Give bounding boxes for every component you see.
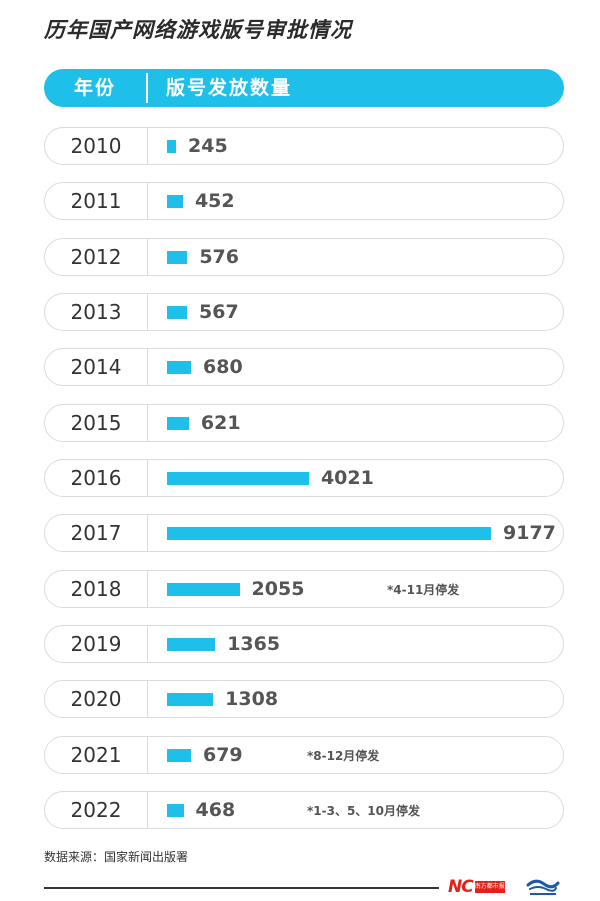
bar [167,803,184,817]
data-label: 567 [199,300,239,323]
row-divider [147,625,148,662]
row-divider [147,681,148,718]
year-label: 2020 [70,687,122,712]
bar-row-2014: 2014 680 [44,348,564,387]
data-label: 679 [202,743,243,766]
data-label: 1308 [225,688,279,711]
nc-logo-text: NC [448,877,474,897]
year-label: 2017 [70,521,122,546]
header-year-label: 年份 [73,77,116,99]
bar-row-2016: 2016 4021 [44,458,564,497]
row-divider [147,349,148,386]
bar [167,361,191,375]
row-divider [147,570,148,607]
bar-row-2010: 2010 245 [44,127,564,165]
data-label: 1365 [227,632,281,655]
year-label: 2013 [70,299,122,324]
data-label: 245 [188,135,228,157]
bar-row-2019: 2019 1365 [44,624,564,663]
year-label: 2019 [70,631,122,656]
bar-row-2013: 2013 567 [44,292,564,331]
row-divider [147,183,148,220]
wave-logo-icon [526,879,560,895]
bar-row-2022: 2022 468 *1-3、5、10月停发 [44,790,564,829]
year-label: 2010 [70,134,122,158]
year-label: 2011 [70,189,122,214]
bar [167,195,183,209]
bar [167,305,188,319]
bar [167,471,309,485]
data-source: 数据来源：国家新闻出版署 [44,850,189,864]
row-divider [147,293,148,330]
nc-logo-box: 南方都市报 [474,881,505,893]
bar [167,140,176,153]
chart-title: 历年国产网络游戏版号审批情况 [44,18,352,42]
year-label: 2012 [70,244,122,269]
header-divider [146,73,148,103]
table-header: 年份 版号发放数量 [44,69,564,107]
row-divider [147,791,148,828]
suspension-note: *1-3、5、10月停发 [307,803,421,818]
bar-row-2021: 2021 679 *8-12月停发 [44,735,564,774]
bar-row-2020: 2020 1308 [44,680,564,719]
bar [167,527,491,541]
row-divider [147,515,148,552]
row-divider [147,238,148,275]
data-label: 621 [200,411,241,434]
year-label: 2014 [70,355,122,380]
year-label: 2021 [70,742,122,767]
data-label: 468 [195,798,236,821]
row-divider [147,128,148,164]
data-label: 452 [194,190,235,213]
row-divider [147,736,148,773]
bar-row-2017: 2017 9177 [44,514,564,553]
year-label: 2015 [70,410,122,435]
header-count-label: 版号发放数量 [166,77,293,99]
bar [167,416,189,430]
data-label: 9177 [503,522,556,545]
row-divider [147,459,148,496]
suspension-note: *8-12月停发 [307,748,380,763]
data-label: 680 [203,356,243,379]
year-label: 2022 [70,797,122,822]
data-label: 2055 [251,577,305,600]
bar [167,748,191,762]
year-label: 2018 [70,576,122,601]
suspension-note: *4-11月停发 [387,582,460,597]
bar [167,637,216,651]
row-divider [147,404,148,441]
bar-row-2011: 2011 452 [44,182,564,221]
nc-logo: NC 南方都市报 [448,877,505,897]
bar [167,582,240,596]
data-label: 576 [199,245,239,268]
data-label: 4021 [320,466,374,489]
bar-row-2012: 2012 576 [44,237,564,276]
bar [167,693,214,707]
bar-row-2015: 2015 621 [44,403,564,442]
bar-row-2018: 2018 2055 *4-11月停发 [44,569,564,608]
bar [167,250,188,264]
year-label: 2016 [70,465,122,490]
footer-rule [44,887,439,889]
